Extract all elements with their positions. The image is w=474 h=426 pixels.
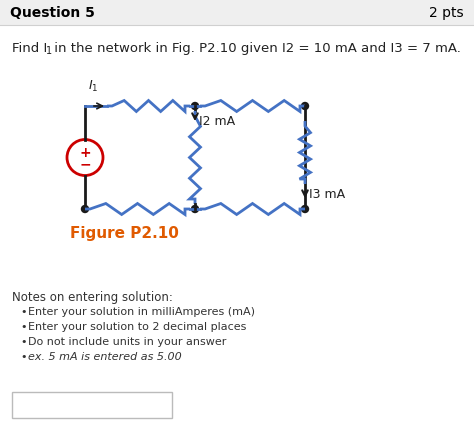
Text: Do not include units in your answer: Do not include units in your answer — [28, 336, 227, 346]
Text: in the network in Fig. P2.10 given I2 = 10 mA and I3 = 7 mA.: in the network in Fig. P2.10 given I2 = … — [50, 42, 461, 55]
Text: 1: 1 — [46, 46, 52, 56]
Text: •: • — [20, 351, 27, 361]
Text: Notes on entering solution:: Notes on entering solution: — [12, 290, 173, 303]
Text: Figure P2.10: Figure P2.10 — [70, 225, 179, 240]
Circle shape — [301, 103, 309, 110]
Text: Question 5: Question 5 — [10, 6, 95, 20]
FancyBboxPatch shape — [12, 392, 172, 418]
Text: I2 mA: I2 mA — [199, 115, 235, 128]
Circle shape — [82, 206, 89, 213]
Text: $I_1$: $I_1$ — [88, 79, 99, 94]
Text: Find I: Find I — [12, 42, 47, 55]
Circle shape — [191, 206, 199, 213]
Text: I3 mA: I3 mA — [309, 187, 345, 201]
FancyBboxPatch shape — [0, 0, 474, 26]
Circle shape — [191, 103, 199, 110]
Text: −: − — [79, 157, 91, 171]
Text: Enter your solution to 2 decimal places: Enter your solution to 2 decimal places — [28, 321, 246, 331]
Text: •: • — [20, 336, 27, 346]
Text: 2 pts: 2 pts — [429, 6, 464, 20]
Text: •: • — [20, 321, 27, 331]
Text: •: • — [20, 306, 27, 316]
Text: ex. 5 mA is entered as 5.00: ex. 5 mA is entered as 5.00 — [28, 351, 182, 361]
Circle shape — [301, 206, 309, 213]
Text: Enter your solution in milliAmperes (mA): Enter your solution in milliAmperes (mA) — [28, 306, 255, 316]
Text: +: + — [79, 146, 91, 160]
